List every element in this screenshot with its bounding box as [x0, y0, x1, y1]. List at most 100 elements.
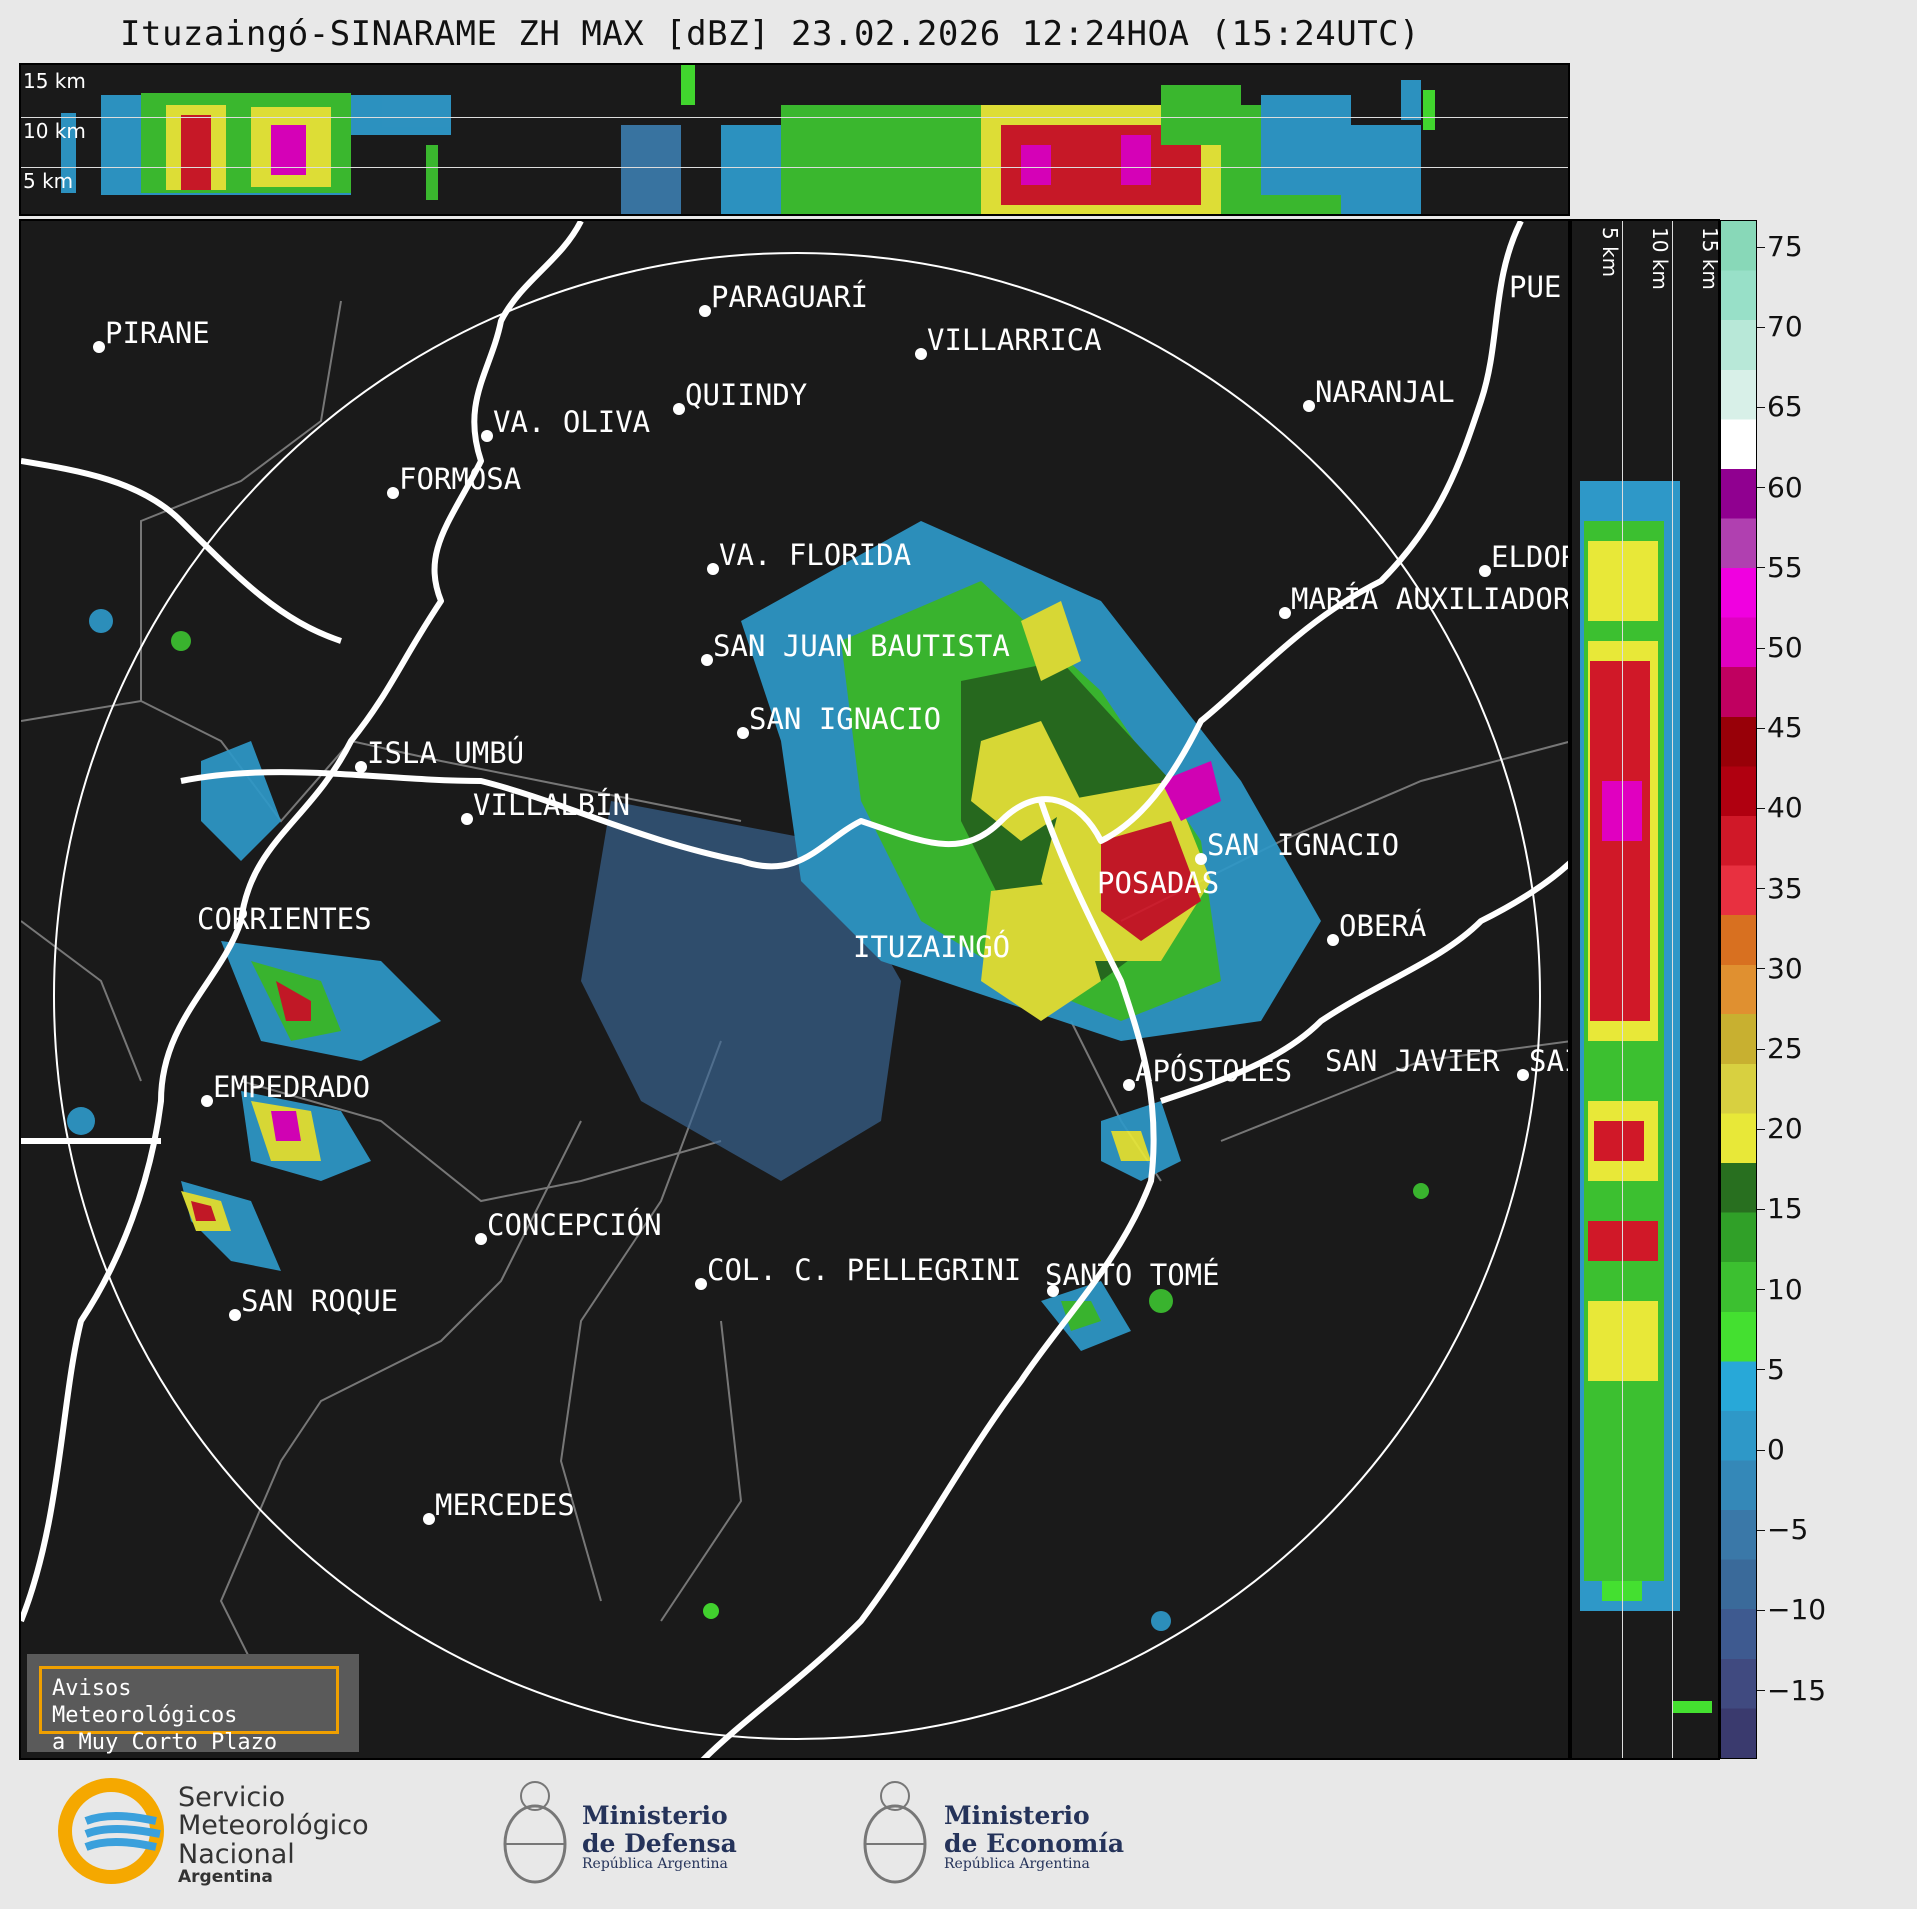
boundaries [21, 300, 1568, 1722]
river-paraguay [21, 221, 584, 1623]
smn-logo-icon [58, 1778, 164, 1884]
echo-area [221, 941, 441, 1061]
echo-area [276, 981, 311, 1021]
economia-line: Ministerio [944, 1801, 1090, 1830]
city-label: EMPEDRADO [201, 1070, 371, 1107]
city-marker [695, 1278, 707, 1290]
echo-cell [89, 609, 113, 633]
side-echo-layer [1580, 481, 1712, 1713]
city-label: POSADAS [1097, 869, 1219, 898]
city-name: SAN ROQUE [241, 1284, 399, 1318]
chart-title: Ituzaingó-SINARAME ZH MAX [dBZ] 23.02.20… [120, 14, 1421, 54]
height-label-10km: 10 km [1648, 227, 1672, 290]
radar-echoes [67, 521, 1429, 1631]
aviso-line-2: a Muy Corto Plazo [52, 1730, 278, 1755]
side-cross-section-panel: 5 km 10 km 15 km [1570, 219, 1720, 1760]
colorbar-tick-label: 70 [1757, 310, 1803, 343]
city-name: VILLARRICA [927, 323, 1102, 357]
rivers [21, 221, 1568, 1758]
city-label: CONCEPCIÓN [475, 1208, 662, 1245]
city-label: PUE [1509, 273, 1561, 302]
top-cross-section-panel: 15 km 10 km 5 km [19, 63, 1570, 216]
city-name: PARAGUARÍ [711, 280, 869, 314]
city-marker [481, 430, 493, 442]
city-label: NARANJAL [1303, 375, 1455, 412]
colorbar-tick-label: 40 [1757, 791, 1803, 824]
echo-cell [1121, 135, 1151, 185]
city-name: EMPEDRADO [213, 1070, 371, 1104]
city-label: ISLA UMBÚ [355, 736, 525, 773]
city-marker [737, 727, 749, 739]
city-label: SAN IGNACIO [1195, 831, 1399, 865]
height-label-5km: 5 km [1598, 227, 1622, 278]
smn-line: Argentina [178, 1867, 273, 1888]
river-pilcomayo [21, 458, 342, 644]
height-label-15km: 15 km [23, 69, 86, 93]
city-marker [701, 654, 713, 666]
echo-cell [1401, 80, 1421, 120]
city-label: MERCEDES [423, 1488, 575, 1525]
echo-area [201, 741, 281, 861]
top-echo-layer [61, 65, 1435, 214]
city-name: NARANJAL [1315, 375, 1455, 409]
aviso-inner[interactable]: Avisos Meteorológicos a Muy Corto Plazo [39, 1666, 339, 1755]
aviso-box[interactable]: Avisos Meteorológicos a Muy Corto Plazo [27, 1654, 359, 1755]
city-name: CORRIENTES [197, 902, 372, 936]
city-marker [1047, 1285, 1059, 1297]
echo-cell [703, 1603, 719, 1619]
city-label: PIRANE [93, 319, 210, 353]
city-marker [201, 1095, 213, 1107]
echo-cell [1161, 85, 1241, 145]
city-name: COL. C. PELLEGRINI [707, 1253, 1022, 1287]
economia-name: Ministerio de Economía República Argenti… [944, 1802, 1124, 1872]
economia-line: República Argentina [944, 1856, 1090, 1872]
radar-map: PIRANE PARAGUARÍ VILLARRICA QUIINDY VA. … [19, 219, 1570, 1760]
colorbar-tick-label: 35 [1757, 872, 1803, 905]
echo-cell [1423, 90, 1435, 130]
city-name: OBERÁ [1339, 909, 1427, 943]
city-label: ITUZAINGÓ [853, 933, 1010, 962]
echo-area [1101, 821, 1201, 941]
echo-cell [426, 145, 438, 200]
boundary-line [240, 1080, 722, 1203]
height-line-5km [21, 167, 1568, 168]
echo-cell [61, 113, 76, 193]
height-label-15km: 15 km [1698, 227, 1720, 290]
city-name: ISLA UMBÚ [367, 736, 525, 770]
echo-cell [1261, 95, 1351, 195]
city-name: SANTO TOMÉ [1045, 1258, 1220, 1292]
city-marker [355, 761, 367, 773]
city-name: CONCEPCIÓN [487, 1208, 662, 1242]
defensa-line: República Argentina [582, 1856, 728, 1872]
colorbar-tick-label: 5 [1757, 1353, 1785, 1386]
height-label-5km: 5 km [23, 169, 74, 193]
dbz-colorbar [1720, 220, 1757, 1759]
colorbar-tick-label: 0 [1757, 1433, 1785, 1466]
city-name: VA. FLORIDA [719, 538, 912, 572]
city-label: VILLALBÍN [461, 788, 631, 825]
echo-cell [1588, 1221, 1658, 1261]
echo-area [1021, 601, 1081, 681]
echo-cell [1594, 1121, 1644, 1161]
city-marker [1303, 400, 1315, 412]
boundary-line [219, 1120, 582, 1722]
city-name: VILLALBÍN [473, 788, 631, 822]
aviso-line-1: Avisos Meteorológicos [52, 1676, 238, 1728]
city-label: SANTO TOMÉ [1045, 1258, 1220, 1297]
city-label: VA. OLIVA [481, 408, 650, 442]
city-name: SAN JAVIER [1325, 1044, 1500, 1078]
city-marker [1327, 934, 1339, 946]
echo-area [1111, 1131, 1151, 1161]
echo-area [271, 1111, 301, 1141]
city-name: MERCEDES [435, 1488, 575, 1522]
city-marker [1479, 565, 1491, 577]
city-marker [93, 341, 105, 353]
city-label: SAN IGNACIO [737, 705, 941, 739]
city-marker [673, 403, 685, 415]
city-name: MARÍA AUXILIADOR [1291, 582, 1570, 616]
river-border [1160, 860, 1568, 1104]
colorbar-tick-label: 20 [1757, 1112, 1803, 1145]
city-name: PUE [1509, 270, 1562, 304]
echo-cell [1588, 541, 1658, 621]
smn-line: Servicio [178, 1782, 286, 1813]
